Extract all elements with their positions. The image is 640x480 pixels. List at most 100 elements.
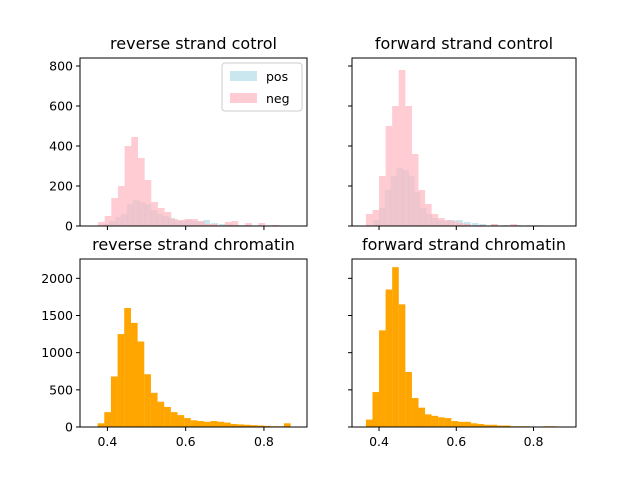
histogram-bar — [365, 214, 373, 226]
histogram-bar — [184, 418, 191, 427]
histogram-bar — [405, 106, 412, 226]
axes-frame — [351, 258, 577, 428]
histogram-bar — [411, 398, 419, 427]
histogram-bar — [151, 202, 158, 226]
histogram-bar — [211, 224, 218, 226]
legend-box — [221, 62, 303, 112]
histogram-bar — [224, 222, 232, 226]
histogram-bar — [503, 425, 511, 427]
histogram-bar — [157, 208, 165, 226]
histogram-bar — [398, 304, 406, 427]
histogram-bar — [379, 176, 386, 226]
histogram-bar — [457, 421, 465, 427]
histogram-bar — [230, 424, 238, 427]
y-tick-label: 1000 — [41, 345, 73, 360]
histogram-bar — [497, 425, 504, 427]
histogram-bar — [283, 423, 291, 427]
histogram-bar — [117, 186, 125, 226]
histogram-bar — [444, 220, 452, 226]
histogram-bar — [431, 415, 439, 427]
histogram-bar — [110, 376, 118, 427]
histogram-bar — [204, 421, 211, 427]
histogram-bar — [470, 423, 478, 427]
histogram-bar — [385, 289, 393, 427]
histogram-bar — [411, 154, 419, 226]
histogram-bar — [451, 221, 458, 226]
histogram-bar — [217, 421, 225, 427]
histogram-bar — [392, 267, 399, 427]
histogram-bar — [250, 425, 258, 427]
histogram-bar — [451, 421, 458, 427]
histogram-bar — [392, 106, 399, 226]
histogram-bar — [379, 330, 386, 427]
histogram-bar — [258, 223, 266, 226]
histogram-bar — [224, 422, 231, 427]
x-tick-label: 0.8 — [254, 434, 274, 449]
subplot-1: 0 200 400 600 800 reverse strand cotrol pos neg — [49, 34, 308, 234]
histogram-bar — [137, 341, 145, 427]
histogram-bar — [124, 308, 131, 427]
histogram-bar — [385, 126, 393, 226]
series-chromatin — [97, 308, 291, 427]
legend-label: neg — [266, 91, 290, 106]
histogram-bar — [464, 421, 472, 427]
histogram-bar — [263, 425, 271, 427]
subplot-title: reverse strand cotrol — [110, 34, 277, 53]
histogram-bar — [204, 224, 212, 226]
histogram-bar — [398, 70, 406, 226]
histogram-bar — [491, 224, 498, 226]
histogram-bar — [218, 224, 226, 226]
axes-frame — [351, 57, 577, 227]
histogram-bar — [372, 392, 380, 427]
histogram-bar — [144, 180, 152, 226]
histogram-bar — [164, 406, 171, 427]
legend-label: pos — [266, 69, 288, 84]
y-tick-label: 500 — [49, 382, 73, 397]
y-tick-label: 600 — [49, 99, 73, 114]
y-tick-label: 2000 — [41, 271, 73, 286]
histogram-bar — [457, 223, 465, 226]
histogram-bar — [144, 374, 151, 427]
histogram-bar — [372, 210, 380, 226]
histogram-bar — [405, 371, 412, 427]
histogram-bar — [150, 392, 158, 427]
histogram-bar — [197, 421, 205, 427]
histogram-bar — [510, 224, 517, 226]
histogram-bar — [171, 219, 178, 226]
histogram-bar — [418, 407, 426, 427]
y-tick-label: 200 — [49, 179, 73, 194]
histogram-bar — [177, 415, 185, 427]
histogram-bar — [104, 412, 111, 427]
histogram-bar — [97, 423, 105, 427]
histogram-bar — [237, 424, 245, 427]
x-tick-label: 0.6 — [446, 434, 466, 449]
histogram-bar — [245, 223, 252, 226]
legend: pos neg — [221, 62, 303, 112]
histogram-bar — [131, 137, 138, 226]
histogram-bar — [190, 420, 198, 427]
histogram-bar — [484, 424, 491, 427]
histogram-bar — [438, 417, 445, 427]
series-neg — [98, 137, 293, 226]
series-chromatin — [365, 267, 570, 427]
histogram-bar — [464, 224, 472, 226]
legend-swatch — [230, 93, 257, 103]
histogram-bar — [490, 424, 498, 427]
histogram-bar — [111, 198, 119, 226]
y-tick-label: 800 — [49, 59, 73, 74]
x-tick-label: 0.4 — [97, 434, 117, 449]
subplot-4: 0.4 0.6 0.8 forward strand chromatin — [348, 235, 577, 449]
subplot-title: forward strand chromatin — [362, 235, 566, 254]
histogram-bar — [191, 219, 198, 226]
axes-frame — [79, 57, 308, 227]
x-tick-label: 0.4 — [369, 434, 389, 449]
histogram-bar — [365, 419, 373, 427]
legend-swatch — [230, 71, 257, 81]
histogram-bar — [444, 418, 452, 427]
histogram-bar — [418, 190, 426, 226]
histogram-bar — [130, 322, 138, 427]
y-tick-label: 0 — [65, 420, 73, 435]
histogram-bar — [184, 219, 192, 226]
histogram-bar — [424, 204, 432, 226]
